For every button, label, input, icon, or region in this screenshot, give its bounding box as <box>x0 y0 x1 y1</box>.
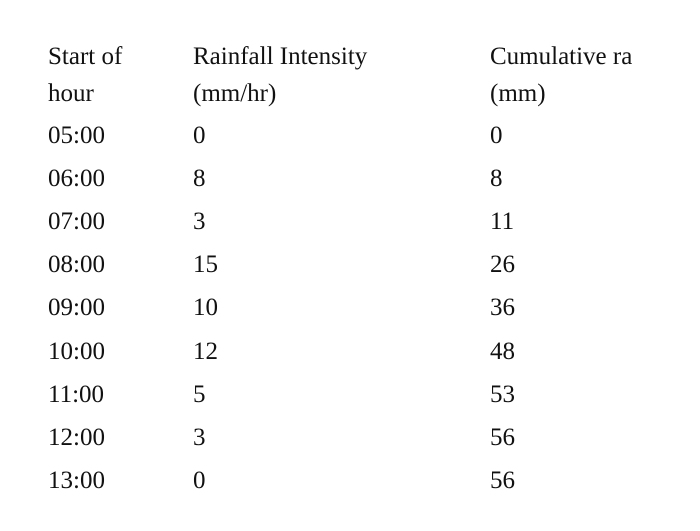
table-cell: 15 <box>193 251 218 279</box>
table-cell: 11:00 <box>48 380 105 408</box>
table-cell: 0 <box>193 466 206 494</box>
header-cell: Rainfall Intensity <box>193 43 368 70</box>
table-cell: 08:00 <box>48 251 105 279</box>
table-cell: 05:00 <box>48 122 105 149</box>
table-cell: 07:00 <box>48 208 105 236</box>
table-cell: 56 <box>490 423 515 451</box>
header-cell: Cumulative ra <box>490 43 633 70</box>
table-cell: 13:00 <box>48 466 105 494</box>
table-cell: 0 <box>193 122 206 149</box>
table-cell: 8 <box>193 165 206 193</box>
header-cell: hour <box>48 80 94 107</box>
table-cell: 5 <box>193 380 206 408</box>
table-cell: 11 <box>490 208 515 236</box>
header-cell: (mm) <box>490 80 546 107</box>
table-cell: 10 <box>193 294 218 322</box>
header-cell: (mm/hr) <box>193 80 277 107</box>
table-cell: 3 <box>193 423 206 451</box>
table-cell: 12 <box>193 337 218 365</box>
table-cell: 0 <box>490 122 503 149</box>
header-cell: Start of <box>48 43 123 70</box>
table-cell: 26 <box>490 251 515 279</box>
table-cell: 36 <box>490 294 515 322</box>
table-cell: 56 <box>490 466 515 494</box>
table-cell: 10:00 <box>48 337 105 365</box>
table-cell: 12:00 <box>48 423 105 451</box>
table-cell: 8 <box>490 165 503 193</box>
table-cell: 09:00 <box>48 294 105 322</box>
table-cell: 48 <box>490 337 515 365</box>
table-cell: 53 <box>490 380 515 408</box>
table-cell: 3 <box>193 208 206 236</box>
table-cell: 06:00 <box>48 165 105 193</box>
